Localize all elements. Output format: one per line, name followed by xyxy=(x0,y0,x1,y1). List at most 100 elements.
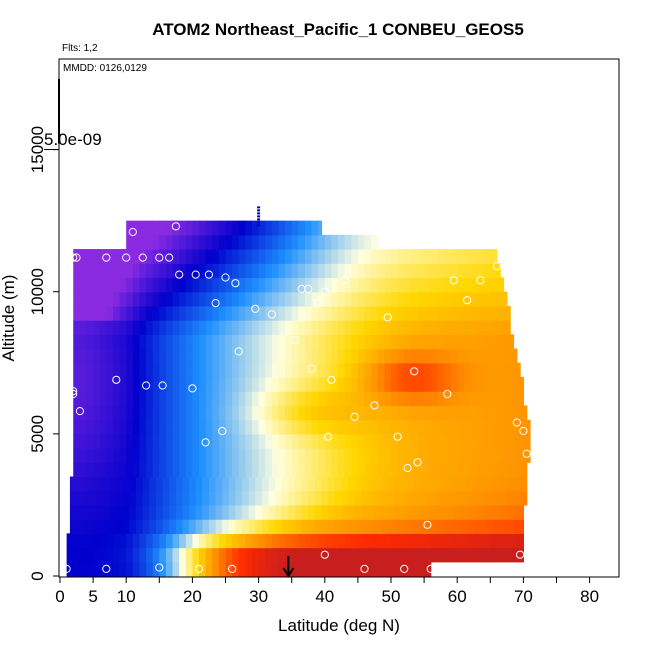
heatmap-cell xyxy=(381,504,389,520)
heatmap-cell xyxy=(417,419,425,435)
heatmap-cell xyxy=(324,249,333,264)
heatmap-cell xyxy=(199,220,207,236)
observation-points xyxy=(62,222,531,574)
heatmap-cell xyxy=(404,391,412,407)
heatmap-cell xyxy=(351,249,359,264)
heatmap-cell xyxy=(318,362,326,378)
heatmap-cell xyxy=(278,249,286,264)
heatmap-cell xyxy=(434,476,442,492)
heatmap-cell xyxy=(238,419,246,435)
heatmap-cell xyxy=(86,263,94,279)
heatmap-cell xyxy=(212,405,220,421)
heatmap-cell xyxy=(410,405,419,421)
heatmap-cell xyxy=(397,305,405,321)
y-tick-label: 15000 xyxy=(28,126,47,173)
heatmap-cell xyxy=(377,348,385,364)
heatmap-cell xyxy=(86,462,94,478)
heatmap-cell xyxy=(285,533,293,549)
heatmap-cell xyxy=(93,561,101,577)
heatmap-cell xyxy=(384,277,392,293)
heatmap-cell xyxy=(275,504,283,520)
heatmap-cell xyxy=(165,448,174,463)
heatmap-cell xyxy=(225,376,233,392)
heatmap-cell xyxy=(285,320,293,335)
heatmap-cell xyxy=(265,277,273,293)
heatmap-cell xyxy=(99,376,107,392)
heatmap-cell xyxy=(424,291,432,307)
heatmap-cell xyxy=(126,220,134,236)
observation-point xyxy=(410,367,419,376)
heatmap-cell xyxy=(172,334,180,350)
observation-point xyxy=(463,296,472,305)
x-axis-label: Latitude (deg N) xyxy=(278,616,400,635)
heatmap-cell xyxy=(304,249,313,264)
heatmap-cell xyxy=(238,391,246,407)
heatmap-cell xyxy=(437,348,445,364)
heatmap-cell xyxy=(384,320,392,335)
heatmap-cell xyxy=(285,448,293,463)
heatmap-cell xyxy=(463,405,472,421)
heatmap-cell xyxy=(232,462,240,478)
heatmap-cell xyxy=(291,234,299,250)
heatmap-cell xyxy=(225,433,233,449)
heatmap-cell xyxy=(357,533,366,549)
heatmap-cell xyxy=(192,462,200,478)
heatmap-cell xyxy=(331,405,339,421)
heatmap-cell xyxy=(347,504,356,520)
heatmap-cell xyxy=(400,476,409,492)
observation-point xyxy=(383,313,392,322)
heatmap-cell xyxy=(291,320,299,335)
x-tick-label: 5 xyxy=(88,587,97,606)
heatmap-cell xyxy=(384,348,392,364)
heatmap-cell xyxy=(291,462,299,478)
heatmap-cell xyxy=(251,462,260,478)
heatmap-cell xyxy=(251,234,260,250)
observation-point xyxy=(102,564,111,574)
heatmap-cell xyxy=(271,462,280,478)
heatmap-cell xyxy=(149,490,157,506)
heatmap-cell xyxy=(351,448,359,463)
heatmap-cell xyxy=(427,476,435,492)
heatmap-cell xyxy=(400,490,409,506)
heatmap-cell xyxy=(215,490,223,506)
heatmap-cell xyxy=(453,476,462,492)
heatmap-cell xyxy=(288,519,296,534)
heatmap-cell xyxy=(331,291,339,307)
heatmap-cell xyxy=(371,462,379,478)
heatmap-cell xyxy=(503,419,511,435)
heatmap-cell xyxy=(245,320,253,335)
heatmap-cell xyxy=(119,277,127,293)
heatmap-cell xyxy=(162,490,170,506)
heatmap-cell xyxy=(463,334,472,350)
heatmap-cell xyxy=(218,334,227,350)
heatmap-cell xyxy=(324,405,333,421)
heatmap-cell xyxy=(232,234,240,250)
heatmap-cell xyxy=(334,519,342,534)
heatmap-cell xyxy=(344,348,352,364)
observation-point xyxy=(69,387,78,396)
heatmap-cell xyxy=(285,362,293,378)
heatmap-cell xyxy=(516,448,524,463)
heatmap-cell xyxy=(86,362,94,378)
heatmap-cell xyxy=(132,419,141,435)
heatmap-cell xyxy=(165,305,174,321)
heatmap-cell xyxy=(86,277,94,293)
heatmap-cell xyxy=(391,448,399,463)
heatmap-cell xyxy=(331,547,339,563)
heatmap-cell xyxy=(506,504,515,520)
heatmap-cell xyxy=(258,405,266,421)
heatmap-cell xyxy=(384,533,392,549)
heatmap-cell xyxy=(460,504,468,520)
heatmap-cell xyxy=(331,263,339,279)
heatmap-cell xyxy=(86,419,94,435)
heatmap-cell xyxy=(374,476,382,492)
heatmap-cell xyxy=(397,320,405,335)
heatmap-cell xyxy=(338,419,346,435)
heatmap-cell xyxy=(106,263,114,279)
heatmap-cell xyxy=(248,490,256,506)
heatmap-cell xyxy=(311,234,319,250)
heatmap-cell xyxy=(185,405,193,421)
heatmap-cell xyxy=(278,561,286,577)
heatmap-cell xyxy=(496,419,505,435)
heatmap-cell xyxy=(172,462,180,478)
